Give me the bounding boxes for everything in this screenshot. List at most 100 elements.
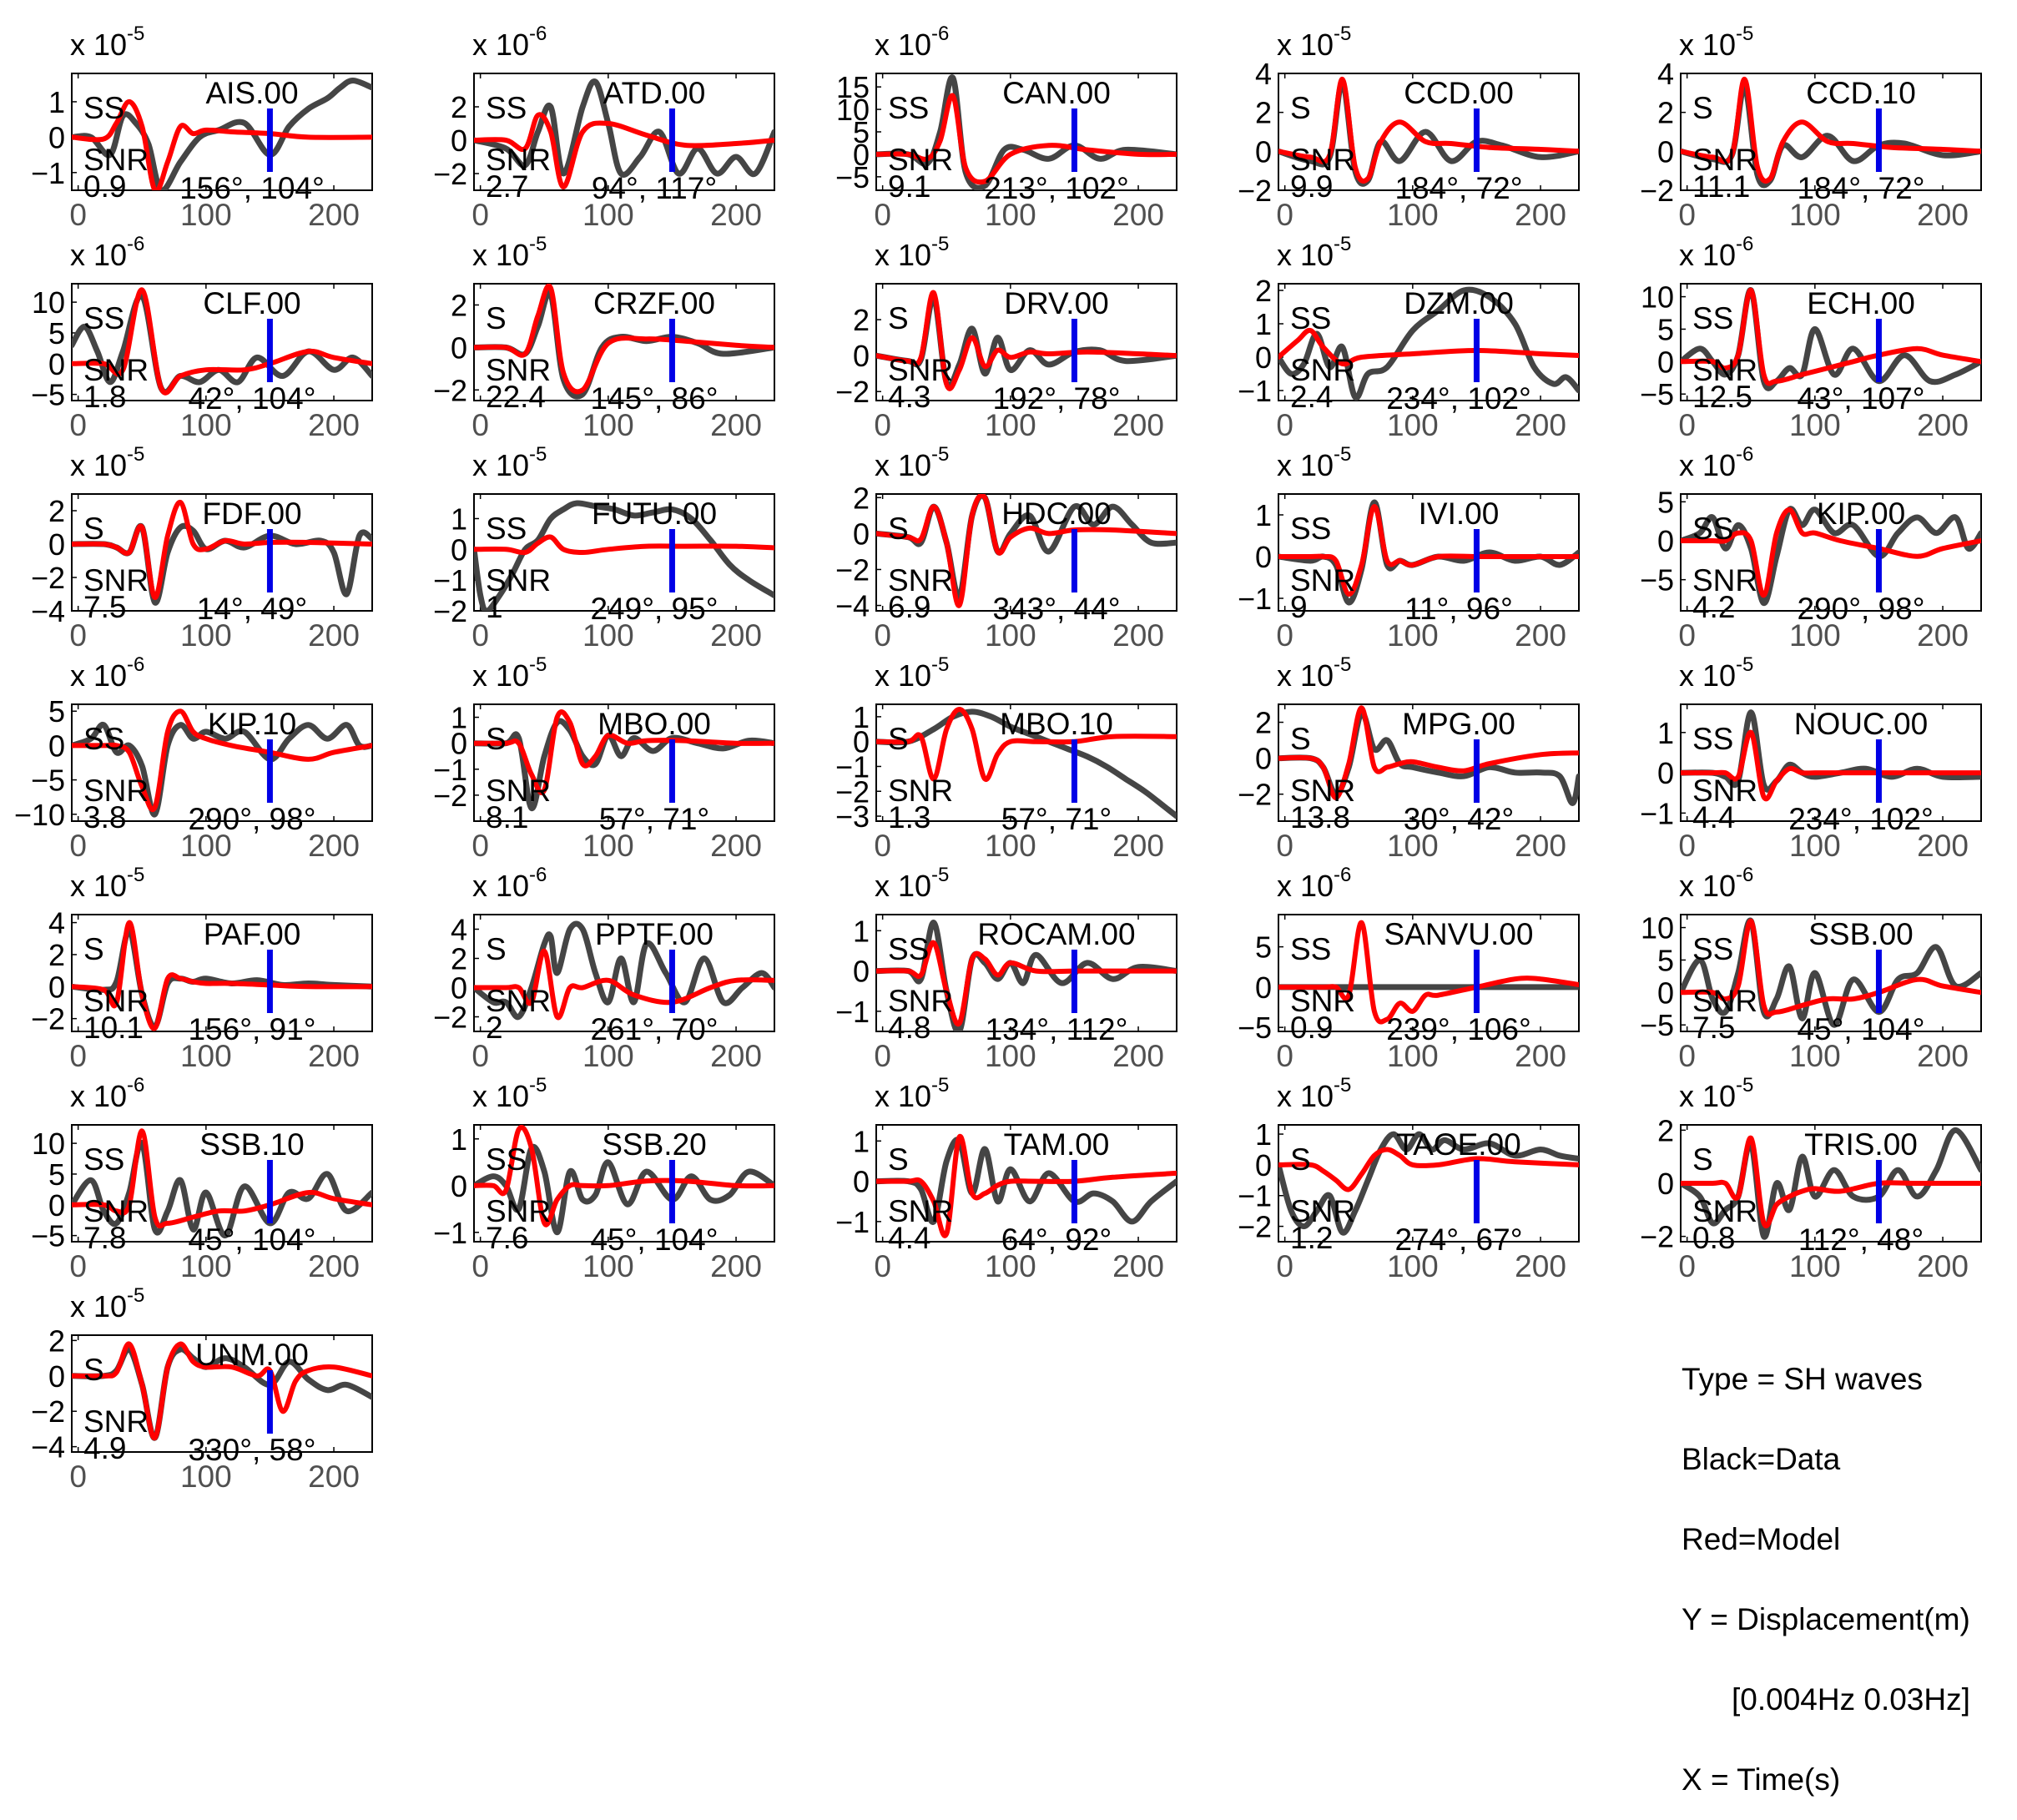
x-tick-label: 100 bbox=[985, 408, 1036, 442]
y-tick-label: −5 bbox=[1238, 1011, 1272, 1045]
model-trace bbox=[876, 93, 1177, 185]
y-tick-label: 2 bbox=[1255, 706, 1272, 740]
snr-label: SNR bbox=[888, 1194, 953, 1228]
y-tick-label: 5 bbox=[48, 694, 65, 729]
x-tick-label: 0 bbox=[1276, 829, 1293, 863]
x-tick-label: 100 bbox=[180, 1249, 232, 1283]
snr-label: SNR bbox=[1692, 1194, 1757, 1228]
snr-value: 0.8 bbox=[1692, 1221, 1735, 1255]
x-tick-label: 100 bbox=[985, 829, 1036, 863]
legend-type: Type = SH waves bbox=[1682, 1362, 1923, 1396]
model-trace bbox=[1278, 327, 1579, 367]
y-tick-label: 5 bbox=[48, 316, 65, 350]
y-exponent-label: x 10-6 bbox=[70, 233, 144, 272]
y-tick-label: 2 bbox=[48, 494, 65, 528]
y-tick-label: 0 bbox=[1255, 340, 1272, 375]
x-tick-label: 200 bbox=[1515, 829, 1566, 863]
x-tick-label: 0 bbox=[69, 1039, 87, 1073]
azimuth-distance-label: 249°, 95° bbox=[590, 592, 718, 626]
panel-frame bbox=[1680, 703, 1982, 822]
station-label: CAN.00 bbox=[1002, 76, 1111, 110]
phase-label: SS bbox=[83, 722, 124, 756]
y-tick-label: 0 bbox=[451, 971, 467, 1006]
y-tick-label: −1 bbox=[835, 1205, 870, 1239]
panel-frame bbox=[1278, 1124, 1580, 1243]
x-tick-label: 0 bbox=[874, 1249, 891, 1283]
y-tick-label: −1 bbox=[835, 995, 870, 1029]
x-tick-label: 200 bbox=[1917, 829, 1969, 863]
station-label: CLF.00 bbox=[203, 286, 300, 320]
x-tick-label: 100 bbox=[1789, 408, 1841, 442]
y-tick-label: 10 bbox=[1641, 280, 1674, 315]
model-trace bbox=[72, 1341, 372, 1441]
y-tick-label: −2 bbox=[1640, 174, 1674, 208]
y-tick-label: 1 bbox=[1657, 716, 1674, 750]
x-tick-label: 200 bbox=[1515, 198, 1566, 232]
y-tick-label: 2 bbox=[451, 90, 467, 124]
x-tick-label: 100 bbox=[180, 198, 232, 232]
y-tick-label: −10 bbox=[14, 798, 65, 832]
panel-frame bbox=[71, 703, 373, 822]
x-tick-label: 200 bbox=[308, 1460, 360, 1494]
y-tick-label: 0 bbox=[48, 729, 65, 763]
snr-label: SNR bbox=[1290, 1194, 1355, 1228]
x-tick-label: 200 bbox=[308, 1249, 360, 1283]
x-tick-label: 0 bbox=[69, 1460, 87, 1494]
station-label: FDF.00 bbox=[202, 497, 301, 531]
x-tick-label: 100 bbox=[180, 829, 232, 863]
phase-label: SS bbox=[486, 91, 527, 125]
y-tick-label: 0 bbox=[48, 527, 65, 562]
snr-label: SNR bbox=[1290, 984, 1355, 1018]
x-tick-label: 200 bbox=[1515, 1249, 1566, 1283]
x-tick-label: 100 bbox=[582, 1039, 634, 1073]
data-trace bbox=[72, 1140, 372, 1239]
y-tick-label: 0 bbox=[48, 970, 65, 1004]
x-tick-label: 0 bbox=[1276, 198, 1293, 232]
x-tick-label: 100 bbox=[180, 408, 232, 442]
y-tick-label: 0 bbox=[48, 347, 65, 381]
y-tick-label: 1 bbox=[451, 701, 467, 735]
snr-label: SNR bbox=[1692, 143, 1757, 177]
azimuth-distance-label: 274°, 67° bbox=[1394, 1223, 1522, 1257]
station-label: TAM.00 bbox=[1004, 1127, 1110, 1162]
y-exponent-label: x 10-5 bbox=[875, 233, 949, 272]
station-label: CCD.10 bbox=[1806, 76, 1916, 110]
y-exponent-label: x 10-5 bbox=[70, 864, 144, 903]
station-label: SANVU.00 bbox=[1384, 917, 1534, 951]
azimuth-distance-label: 112°, 48° bbox=[1798, 1223, 1924, 1257]
y-tick-label: 2 bbox=[853, 481, 870, 515]
y-exponent-label: x 10-6 bbox=[70, 653, 144, 693]
data-trace bbox=[876, 1137, 1177, 1225]
x-tick-label: 200 bbox=[1112, 1039, 1164, 1073]
x-tick-label: 0 bbox=[471, 198, 489, 232]
y-tick-label: 5 bbox=[853, 115, 870, 149]
azimuth-distance-label: 156°, 91° bbox=[188, 1012, 315, 1046]
y-tick-label: −1 bbox=[1640, 796, 1674, 830]
snr-value: 9 bbox=[1290, 590, 1308, 624]
station-label: TRIS.00 bbox=[1804, 1127, 1918, 1162]
y-exponent-label: x 10-5 bbox=[472, 653, 547, 693]
y-tick-label: −2 bbox=[1238, 174, 1272, 208]
y-tick-label: −4 bbox=[31, 594, 65, 628]
azimuth-distance-label: 192°, 78° bbox=[992, 381, 1120, 416]
x-tick-label: 100 bbox=[1387, 408, 1439, 442]
x-tick-label: 200 bbox=[308, 198, 360, 232]
snr-label: SNR bbox=[1290, 353, 1355, 387]
x-tick-label: 200 bbox=[710, 829, 762, 863]
y-tick-label: 4 bbox=[451, 913, 467, 947]
y-tick-label: −2 bbox=[433, 779, 467, 813]
station-label: IVI.00 bbox=[1419, 497, 1500, 531]
y-tick-label: 0 bbox=[451, 727, 467, 761]
phase-label: SS bbox=[1290, 512, 1331, 546]
snr-label: SNR bbox=[1692, 774, 1757, 808]
snr-value: 7.8 bbox=[83, 1221, 126, 1255]
legend-red-model: Red=Model bbox=[1682, 1522, 1841, 1556]
x-tick-label: 200 bbox=[1112, 1249, 1164, 1283]
y-tick-label: −2 bbox=[433, 157, 467, 191]
model-trace bbox=[72, 708, 372, 813]
y-tick-label: −1 bbox=[433, 1216, 467, 1250]
